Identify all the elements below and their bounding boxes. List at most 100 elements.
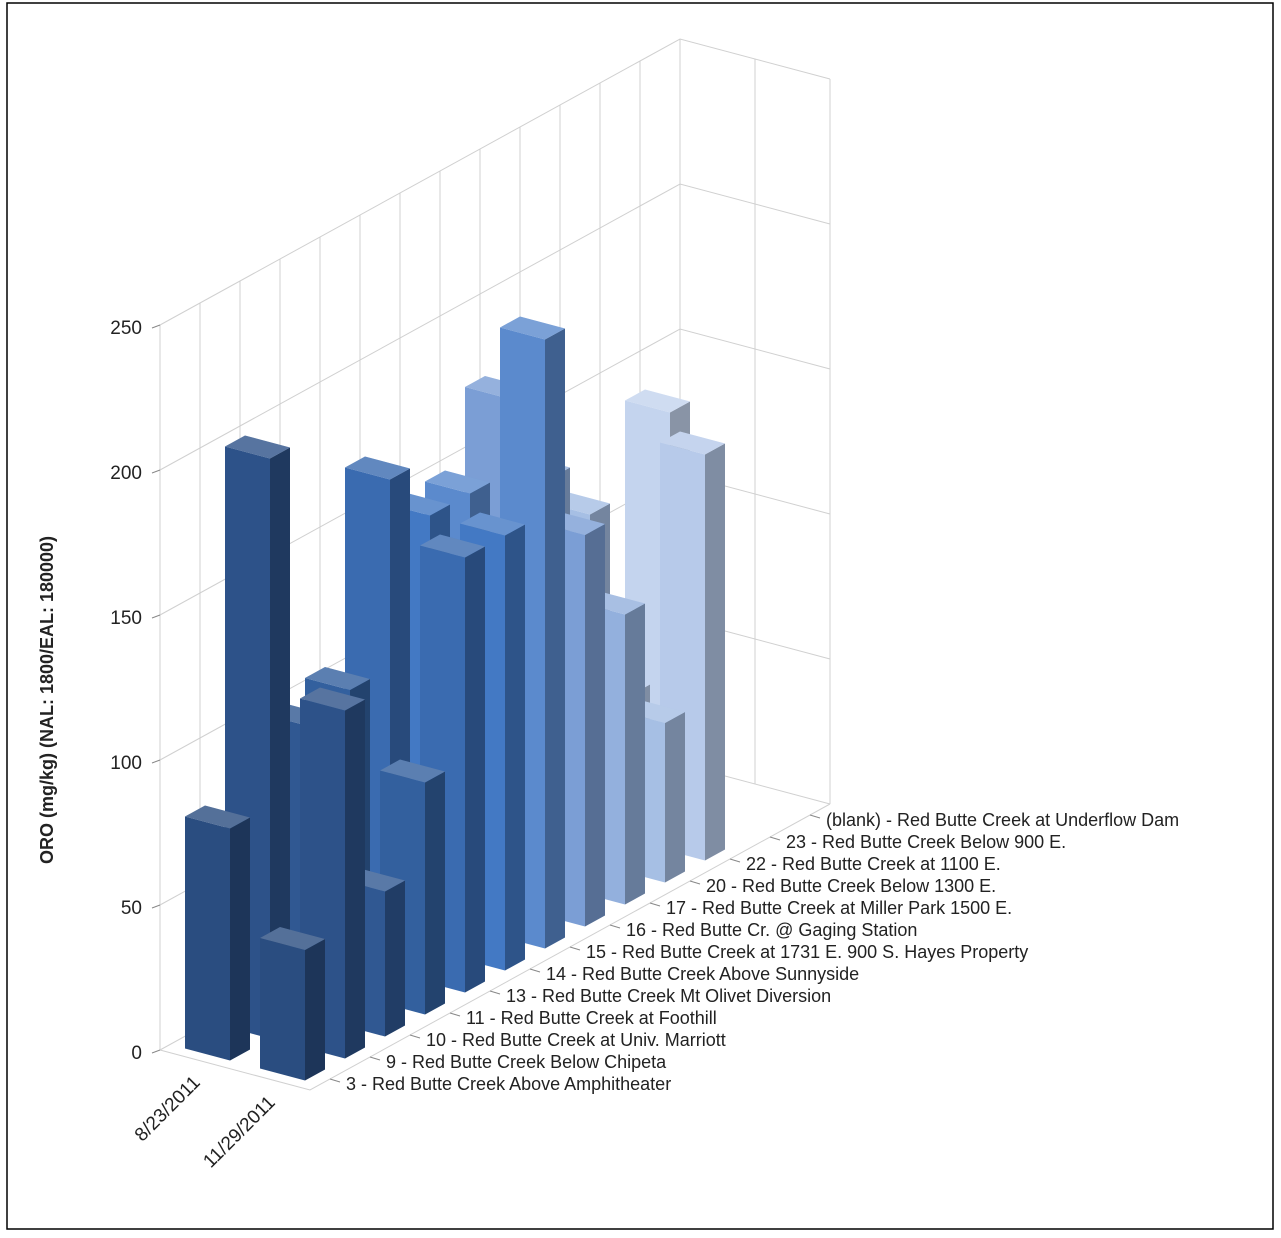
bar-side <box>385 880 405 1037</box>
z-tick <box>649 902 661 907</box>
bar-top <box>425 470 490 494</box>
legend-label: 9 - Red Butte Creek Below Chipeta <box>386 1052 667 1072</box>
bar <box>185 805 250 1061</box>
z-tick <box>329 1078 341 1083</box>
y-tick <box>151 469 161 474</box>
bar-side-shade <box>230 817 250 1061</box>
bar-top-shade <box>305 667 370 690</box>
bar-side-shade <box>585 524 605 927</box>
frame <box>6 2 1274 1230</box>
bar-side-shade <box>545 328 565 949</box>
bar-side <box>505 524 525 971</box>
bar-top-shade <box>225 435 290 459</box>
y-tick-label: 250 <box>110 318 142 339</box>
bar-side-shade <box>270 447 290 1039</box>
bar-top-shade <box>345 456 410 480</box>
legend-label: 13 - Red Butte Creek Mt Olivet Diversion <box>506 986 831 1006</box>
bar-side-shade <box>665 712 685 883</box>
y-tick-label: 0 <box>131 1043 142 1064</box>
bar-top <box>185 805 250 829</box>
bar-top <box>460 512 525 536</box>
z-tick <box>729 858 741 863</box>
bar-side-shade <box>305 939 325 1081</box>
legend-label: 16 - Red Butte Cr. @ Gaging Station <box>626 920 917 940</box>
z-tick <box>569 946 581 951</box>
bar <box>260 927 325 1081</box>
bar-top-shade <box>420 534 485 558</box>
grid-line <box>159 183 831 471</box>
z-tick <box>769 836 781 841</box>
bar-top-shade <box>260 927 325 950</box>
bar-top-shade <box>500 316 565 340</box>
z-tick <box>809 814 821 819</box>
bar-top <box>305 667 370 690</box>
bar-front <box>185 816 230 1061</box>
legend-label: 22 - Red Butte Creek at 1100 E. <box>746 854 1001 874</box>
bar-side-shade <box>345 699 365 1059</box>
bar-top <box>345 456 410 480</box>
bar-side <box>665 712 685 883</box>
legend-label: 23 - Red Butte Creek Below 900 E. <box>786 832 1066 852</box>
bar-top <box>625 389 690 413</box>
y-tick <box>151 1049 161 1054</box>
bar-side <box>230 817 250 1061</box>
bar-top <box>300 687 365 711</box>
z-tick <box>529 968 541 973</box>
floor-edge <box>159 803 831 1091</box>
legend-label: (blank) - Red Butte Creek at Underflow D… <box>826 810 1179 830</box>
bar-side <box>585 524 605 927</box>
legend-label: 14 - Red Butte Creek Above Sunnyside <box>546 964 859 984</box>
bar-side-shade <box>465 546 485 993</box>
y-tick <box>151 614 161 619</box>
bar-top <box>500 316 565 340</box>
z-tick <box>489 990 501 995</box>
z-tick <box>609 924 621 929</box>
y-tick-label: 50 <box>121 898 142 919</box>
legend-label: 3 - Red Butte Creek Above Amphitheater <box>346 1074 671 1094</box>
legend-label: 10 - Red Butte Creek at Univ. Marriott <box>426 1030 726 1050</box>
legend-label: 15 - Red Butte Creek at 1731 E. 900 S. H… <box>586 942 1028 962</box>
bar-top <box>660 431 725 455</box>
bar-side-shade <box>385 880 405 1037</box>
grid-line <box>159 328 831 616</box>
z-tick <box>449 1012 461 1017</box>
x-tick-label: 8/23/2011 <box>131 1072 205 1146</box>
y-tick <box>151 759 161 764</box>
bar-top-shade <box>300 687 365 711</box>
bar-top <box>260 927 325 950</box>
legend-label: 20 - Red Butte Creek Below 1300 E. <box>706 876 996 896</box>
z-tick <box>409 1034 421 1039</box>
bar-side <box>345 699 365 1059</box>
bar-side-shade <box>625 603 645 905</box>
legend-label: 11 - Red Butte Creek at Foothill <box>466 1008 717 1028</box>
bar-top <box>420 534 485 558</box>
bar-side <box>705 443 725 861</box>
y-tick <box>151 904 161 909</box>
y-axis-label: ORO (mg/kg) (NAL: 1800/EAL: 180000) <box>37 536 57 864</box>
y-tick <box>151 324 161 329</box>
x-tick-label: 11/29/2011 <box>199 1092 279 1172</box>
bar-top-shade <box>185 805 250 829</box>
y-tick-label: 100 <box>110 753 142 774</box>
grid-line <box>159 38 831 326</box>
bar-top-shade <box>660 431 725 455</box>
bar-side <box>270 447 290 1039</box>
bar-side <box>545 328 565 949</box>
bar-top-shade <box>380 759 445 783</box>
bar-front <box>260 938 305 1081</box>
legend-label: 17 - Red Butte Creek at Miller Park 1500… <box>666 898 1012 918</box>
z-tick <box>369 1056 381 1061</box>
bar-top-shade <box>425 470 490 494</box>
bar-side <box>625 603 645 905</box>
y-tick-label: 200 <box>110 463 142 484</box>
bar-side <box>465 546 485 993</box>
z-tick <box>689 880 701 885</box>
bar-top <box>380 759 445 783</box>
bar-top-shade <box>460 512 525 536</box>
bar-top-shade <box>625 389 690 413</box>
bar-side-shade <box>425 771 445 1015</box>
bar-top <box>225 435 290 459</box>
y-tick-label: 150 <box>110 608 142 629</box>
bar-side <box>425 771 445 1015</box>
